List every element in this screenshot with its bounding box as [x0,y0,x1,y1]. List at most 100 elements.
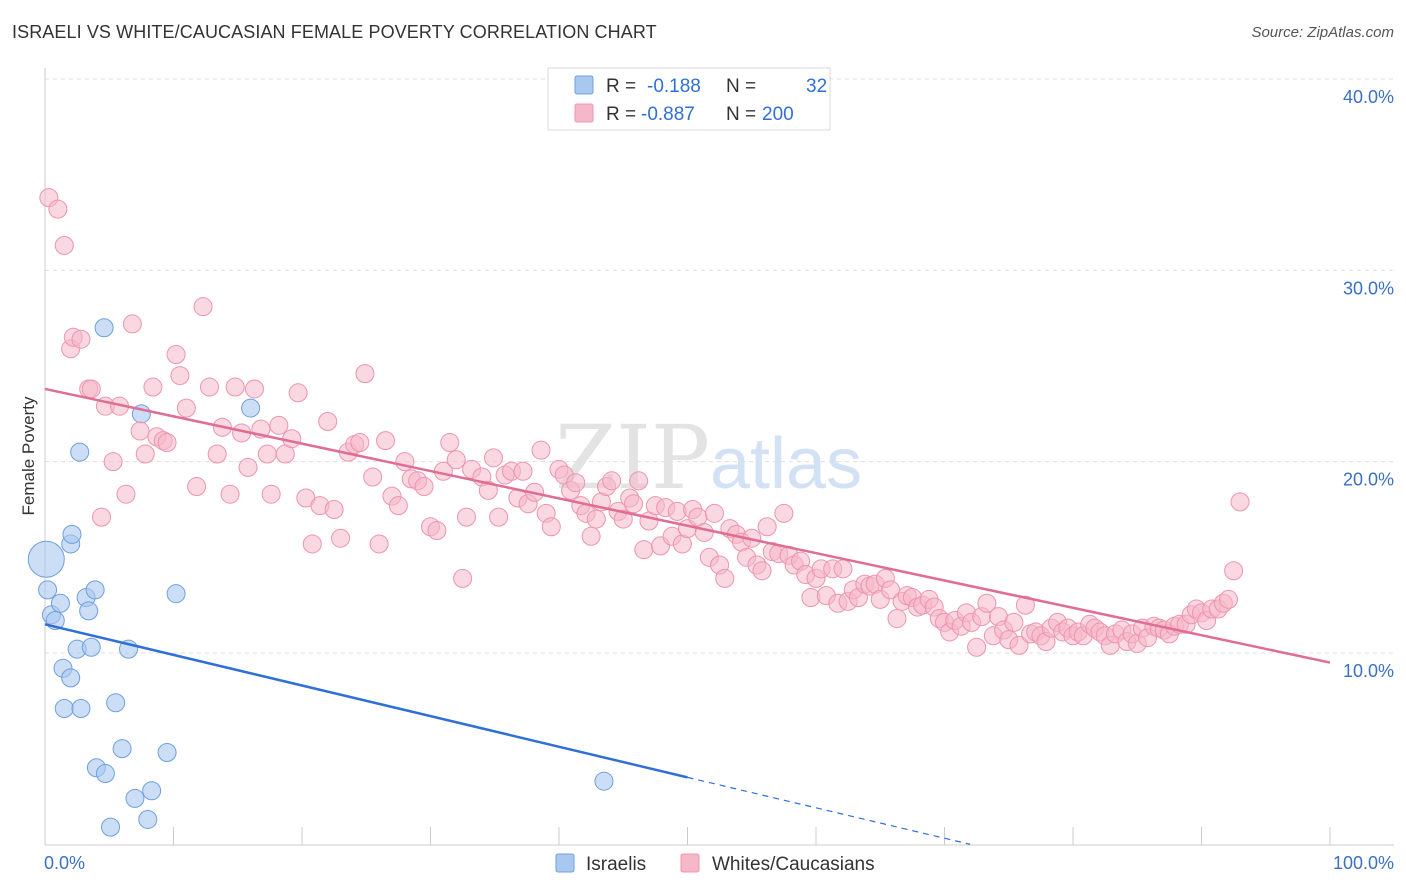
data-point-whites [757,517,777,537]
data-point-whites [157,433,177,453]
data-point-israelis [85,580,105,600]
data-point-whites [427,521,447,541]
data-point-whites [363,467,383,487]
data-point-whites [116,484,136,504]
data-point-israelis [54,698,74,718]
trend-line-israelis-extension [687,776,971,845]
legend-n-value-1: 32 [806,76,827,97]
data-point-whites [331,528,351,548]
legend-r-label-2: R = [606,104,636,125]
data-point-whites [269,415,289,435]
bottom-legend-label-whites: Whites/Caucasians [712,854,875,875]
data-point-whites [130,421,150,441]
y-tick-labels: 10.0% 20.0% 30.0% 40.0% [1343,87,1394,681]
bottom-legend-label-israelis: Israelis [586,854,646,875]
data-point-israelis [38,580,58,600]
data-point-whites [715,568,735,588]
data-point-israelis [594,771,614,791]
data-point-whites [478,480,498,500]
legend-swatch-whites [574,103,594,123]
data-point-whites [92,507,112,527]
legend-r-value-1: -0.188 [647,76,701,97]
data-point-whites [257,444,277,464]
data-point-whites [414,477,434,497]
x-tick-label-right: 100.0% [1333,853,1394,873]
data-point-whites [586,509,606,529]
data-point-whites [624,494,644,514]
data-point-israelis [157,742,177,762]
data-point-whites [566,473,586,493]
data-point-whites [541,517,561,537]
data-point-israelis [101,817,121,837]
series-legend: Israelis Whites/Caucasians [555,853,875,875]
data-point-whites [71,329,91,349]
data-point-israelis [62,524,82,544]
bottom-legend-swatch-israelis [555,853,575,873]
data-point-whites [1230,492,1250,512]
data-point-whites [166,345,186,365]
data-point-whites [531,440,551,460]
data-point-israelis [70,442,90,462]
legend-n-label-2: N = [726,104,756,125]
data-point-whites [581,526,601,546]
data-point-whites [199,377,219,397]
data-point-whites [238,457,258,477]
data-point-whites [170,366,190,386]
trend-line-whites [44,387,1331,664]
data-point-whites [453,568,473,588]
data-point-israelis [95,764,115,784]
data-point-whites [1224,561,1244,581]
y-tick-label: 30.0% [1343,278,1394,298]
chart-title: ISRAELI VS WHITE/CAUCASIAN FEMALE POVERT… [12,22,657,42]
data-point-whites [187,477,207,497]
data-point-israelis [94,318,114,338]
data-point-israelis [27,540,65,578]
data-point-whites [388,496,408,516]
trend-lines [44,387,1331,845]
data-point-whites [176,398,196,418]
data-point-whites [887,609,907,629]
data-point-whites [446,450,466,470]
data-point-whites [288,383,308,403]
data-point-whites [977,593,997,613]
correlation-legend: R = -0.188 N = 32 R = -0.887 N = 200 [547,67,831,131]
data-point-whites [122,314,142,334]
data-point-whites [881,580,901,600]
data-point-whites [602,471,622,491]
data-point-whites [54,235,74,255]
watermark-atlas: atlas [710,424,862,504]
data-point-whites [613,509,633,529]
data-point-whites [220,484,240,504]
legend-r-value-2: -0.887 [641,104,695,125]
data-point-whites [302,534,322,554]
data-point-whites [440,433,460,453]
data-point-whites [1009,635,1029,655]
series-israelis [27,318,614,837]
legend-n-label-1: N = [726,76,756,97]
legend-swatch-israelis [574,75,594,95]
data-point-israelis [81,637,101,657]
legend-r-label-1: R = [606,76,636,97]
x-tick-label-left: 0.0% [44,853,85,873]
y-tick-label: 40.0% [1343,87,1394,107]
data-point-whites [143,377,163,397]
legend-n-value-2: 200 [762,104,794,125]
data-point-israelis [79,601,99,621]
data-point-whites [629,471,649,491]
trend-line-israelis [44,623,688,779]
data-point-whites [225,377,245,397]
data-point-whites [350,433,370,453]
data-point-whites [318,411,338,431]
data-point-israelis [106,693,126,713]
data-point-whites [193,297,213,317]
data-point-whites [456,507,476,527]
data-point-whites [513,461,533,481]
y-tick-label: 20.0% [1343,470,1394,490]
data-point-whites [1218,589,1238,609]
data-point-whites [774,503,794,523]
data-point-whites [752,561,772,581]
data-point-whites [634,540,654,560]
data-point-whites [369,534,389,554]
data-point-israelis [125,788,145,808]
